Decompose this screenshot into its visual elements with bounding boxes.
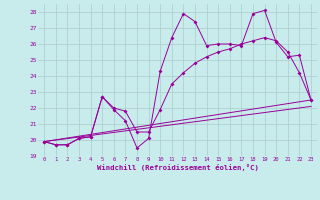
X-axis label: Windchill (Refroidissement éolien,°C): Windchill (Refroidissement éolien,°C) — [97, 164, 259, 171]
